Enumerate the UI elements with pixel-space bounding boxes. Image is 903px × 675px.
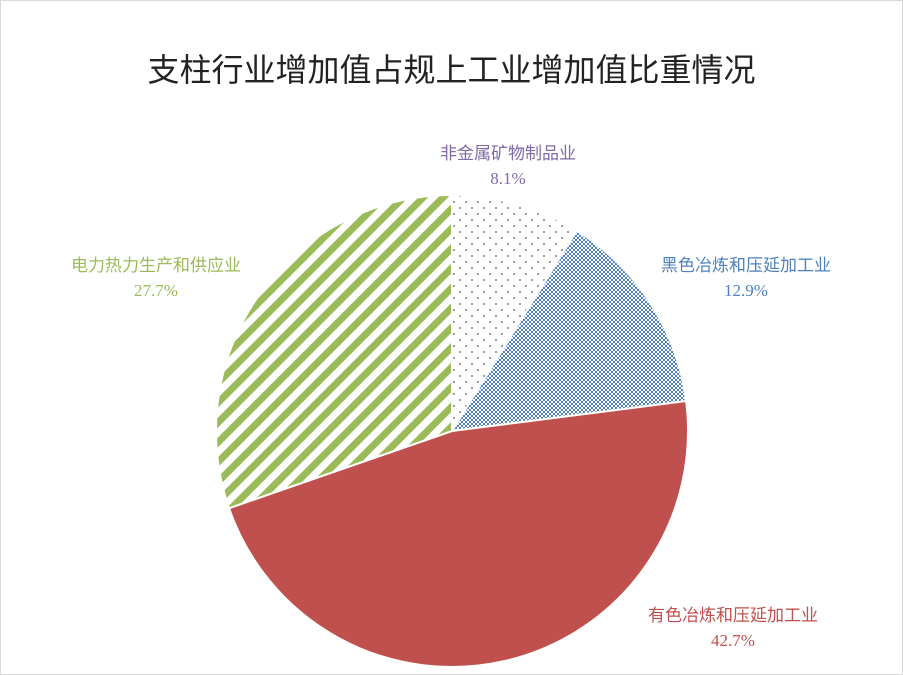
chart-title: 支柱行业增加值占规上工业增加值比重情况 xyxy=(147,51,756,89)
pie-slice-2 xyxy=(450,229,688,433)
slice-label-1: 非金属矿物制品业 xyxy=(440,144,576,164)
slice-label-3: 有色冶炼和压延加工业 xyxy=(648,606,818,626)
slice-label-4: 电力热力生产和供应业 xyxy=(71,256,241,276)
slice-value-1: 8.1% xyxy=(490,169,525,188)
pie-slice-1 xyxy=(451,193,579,435)
slice-value-4: 27.7% xyxy=(134,281,178,300)
pie-slice-4 xyxy=(215,193,453,510)
pie-slice-3 xyxy=(227,399,689,668)
slice-value-3: 42.7% xyxy=(711,631,755,650)
slice-label-2: 黑色冶炼和压延加工业 xyxy=(661,256,831,276)
slice-value-2: 12.9% xyxy=(724,281,768,300)
